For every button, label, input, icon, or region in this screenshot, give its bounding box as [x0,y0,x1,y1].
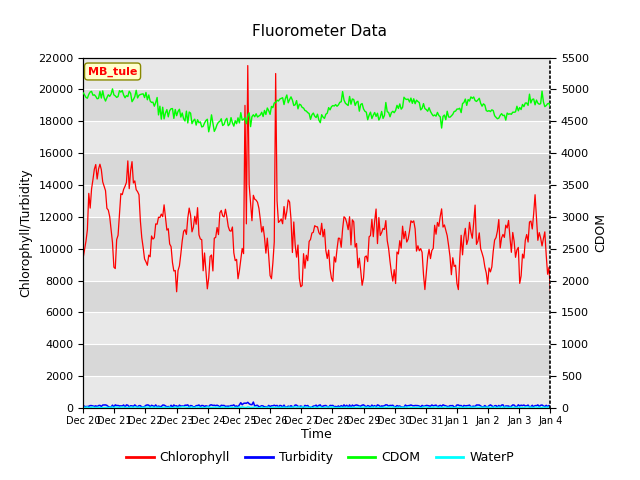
Bar [83,121,550,153]
Bar [83,185,550,217]
Bar [83,344,550,376]
Text: Fluorometer Data: Fluorometer Data [253,24,387,39]
Legend: Chlorophyll, Turbidity, CDOM, WaterP: Chlorophyll, Turbidity, CDOM, WaterP [121,446,519,469]
Bar [83,249,550,281]
X-axis label: Time: Time [301,429,332,442]
Bar [83,153,550,185]
Bar [83,281,550,312]
Bar [83,89,550,121]
Bar [83,312,550,344]
Bar [83,376,550,408]
Bar [83,58,550,89]
Text: MB_tule: MB_tule [88,66,137,77]
Bar [83,217,550,249]
Y-axis label: CDOM: CDOM [595,213,607,252]
Y-axis label: Chlorophyll/Turbidity: Chlorophyll/Turbidity [20,168,33,297]
